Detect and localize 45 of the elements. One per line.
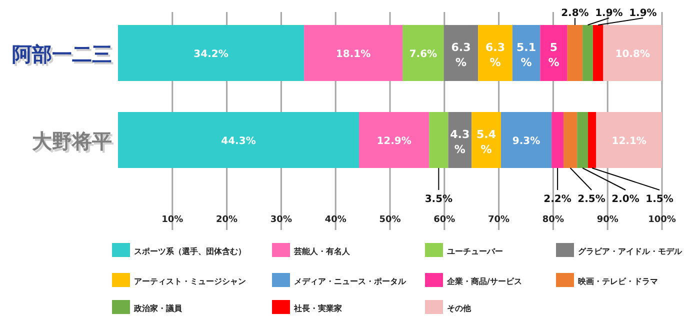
legend-label: アーティスト・ミュージシャン bbox=[134, 277, 246, 286]
x-tick-label: 10% bbox=[162, 215, 184, 225]
data-label: 3.5% bbox=[424, 194, 453, 205]
legend-label: 映画・テレビ・ドラマ bbox=[578, 277, 658, 286]
legend-label: 企業・商品/サービス bbox=[446, 276, 522, 286]
data-label: 7.6% bbox=[409, 49, 438, 60]
legend-label: 社長・実業家 bbox=[293, 303, 342, 313]
legend-label: スポーツ系（選手、団体含む） bbox=[134, 247, 246, 256]
x-tick-label: 90% bbox=[596, 215, 618, 225]
x-tick-label: 60% bbox=[434, 215, 456, 225]
legend-label: メディア・ニュース・ポータル bbox=[294, 277, 407, 286]
x-tick-label: 20% bbox=[216, 215, 238, 225]
data-label: 5% bbox=[548, 41, 560, 69]
x-tick-label: 40% bbox=[324, 215, 346, 225]
data-label: 2.2% bbox=[544, 194, 572, 205]
data-label: 2.0% bbox=[612, 194, 640, 205]
data-label: 1.9% bbox=[629, 8, 657, 19]
x-tick-label: 70% bbox=[488, 215, 510, 225]
legend-label: ユーチューバー bbox=[447, 247, 503, 256]
y-tick-label: 大野将平 bbox=[34, 131, 114, 155]
data-label: 2.5% bbox=[578, 194, 606, 205]
data-label: 1.5% bbox=[646, 194, 674, 205]
data-label: 4.3% bbox=[450, 128, 470, 156]
data-label: 18.1% bbox=[336, 49, 371, 60]
data-label: 44.3% bbox=[221, 136, 256, 147]
data-label: 5.1% bbox=[516, 41, 536, 69]
legend-label: その他 bbox=[447, 304, 472, 313]
data-label: 6.3% bbox=[451, 41, 471, 69]
data-label: 2.8% bbox=[561, 8, 589, 19]
data-label: 12.1% bbox=[612, 136, 646, 147]
legend-label: 芸能人・有名人 bbox=[293, 247, 351, 256]
y-tick-label: 阿部一二三 bbox=[14, 44, 114, 68]
data-label: 34.2% bbox=[194, 49, 228, 60]
x-tick-label: 100% bbox=[648, 215, 676, 225]
data-label: 1.9% bbox=[595, 8, 623, 19]
data-label: 10.8% bbox=[615, 49, 650, 60]
x-tick-label: 80% bbox=[542, 215, 564, 225]
legend-label: グラビア・アイドル・モデル bbox=[578, 247, 683, 256]
data-label: 5.4% bbox=[476, 128, 496, 156]
x-tick-label: 50% bbox=[379, 215, 401, 225]
x-tick-label: 30% bbox=[270, 215, 292, 225]
legend-label: 政治家・議員 bbox=[133, 303, 183, 313]
data-label: 12.9% bbox=[376, 136, 412, 147]
data-label: 9.3% bbox=[512, 136, 540, 147]
data-label: 6.3% bbox=[486, 41, 506, 69]
